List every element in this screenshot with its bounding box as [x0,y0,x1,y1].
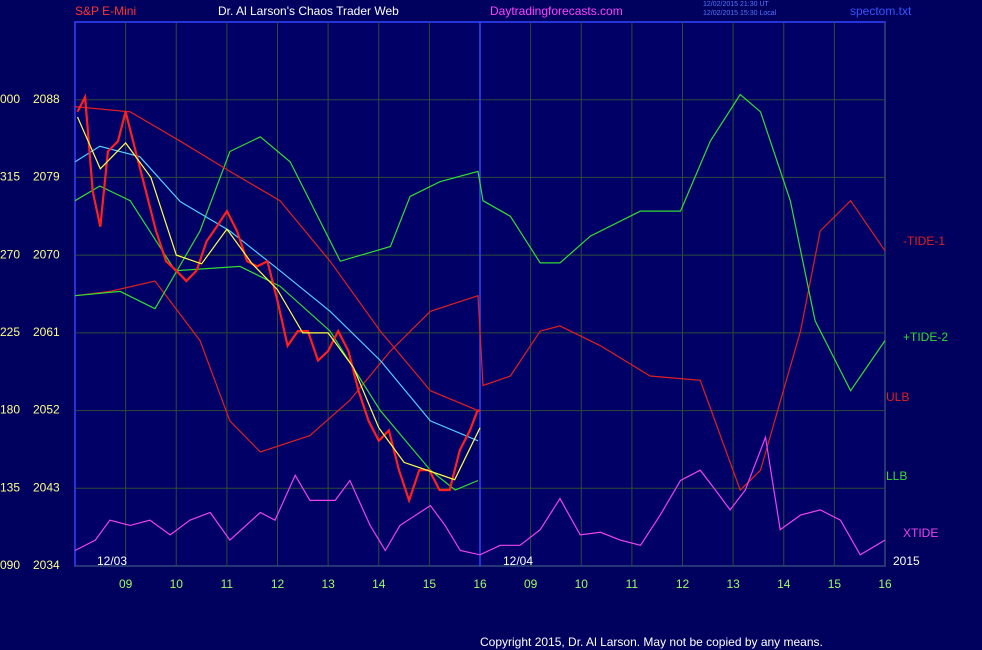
left-label: 270 [0,247,20,261]
x-tick-label: 12 [676,577,690,591]
x-tick-label: 12 [271,577,285,591]
x-tick-label: 11 [626,577,639,591]
header-left: S&P E-Mini [75,4,136,18]
header-file: spectom.txt [850,4,912,18]
y-tick-label: 2052 [33,403,60,417]
x-tick-label: 10 [575,577,589,591]
x-tick-label: 13 [726,577,740,591]
y-tick-label: 2088 [33,92,60,106]
y-tick-label: 2079 [33,170,60,184]
y-tick-label: 2061 [33,325,60,339]
series-line [74,434,886,556]
x-tick-label: 16 [473,577,487,591]
x-tick-label: 09 [119,577,133,591]
legend-label: XTIDE [903,526,938,540]
series-line [74,145,479,442]
x-tick-label: 11 [221,577,234,591]
series-line [74,106,479,412]
left-label: 090 [0,558,20,572]
y-tick-label: 2034 [33,558,60,572]
series-line [76,116,481,481]
lines [74,93,886,556]
left-label: 225 [0,325,20,339]
left-label: 135 [0,480,20,494]
legend-label: LLB [886,469,907,483]
header-stamp: 12/02/2015 21:30 UT [703,1,769,8]
left-label: 000 [0,92,20,106]
left-label: 180 [0,403,20,417]
day-label: 12/03 [97,554,127,568]
x-tick-label: 14 [777,577,791,591]
x-tick-label: 10 [170,577,184,591]
day-label: 2015 [893,554,920,568]
series-line [74,93,886,392]
legend-label: +TIDE-2 [903,330,948,344]
day-label: 12/04 [503,554,533,568]
x-tick-label: 15 [423,577,437,591]
header-site: Daytradingforecasts.com [490,4,623,18]
legend-label: ULB [886,390,909,404]
series-line [74,185,479,491]
x-tick-label: 15 [828,577,842,591]
header-stamp: 12/02/2015 15:30 Local [703,10,777,17]
legend-label: -TIDE-1 [903,234,945,248]
x-tick-label: 16 [878,577,892,591]
grid [75,22,886,567]
left-label: 315 [0,170,20,184]
x-tick-label: 09 [524,577,538,591]
footer: Copyright 2015, Dr. Al Larson. May not b… [480,635,823,649]
y-tick-label: 2070 [33,247,60,261]
y-tick-label: 2043 [33,480,60,494]
header-title: Dr. Al Larson's Chaos Trader Web [218,4,399,18]
series-line [76,93,480,504]
x-tick-label: 14 [372,577,386,591]
x-tick-label: 13 [321,577,335,591]
